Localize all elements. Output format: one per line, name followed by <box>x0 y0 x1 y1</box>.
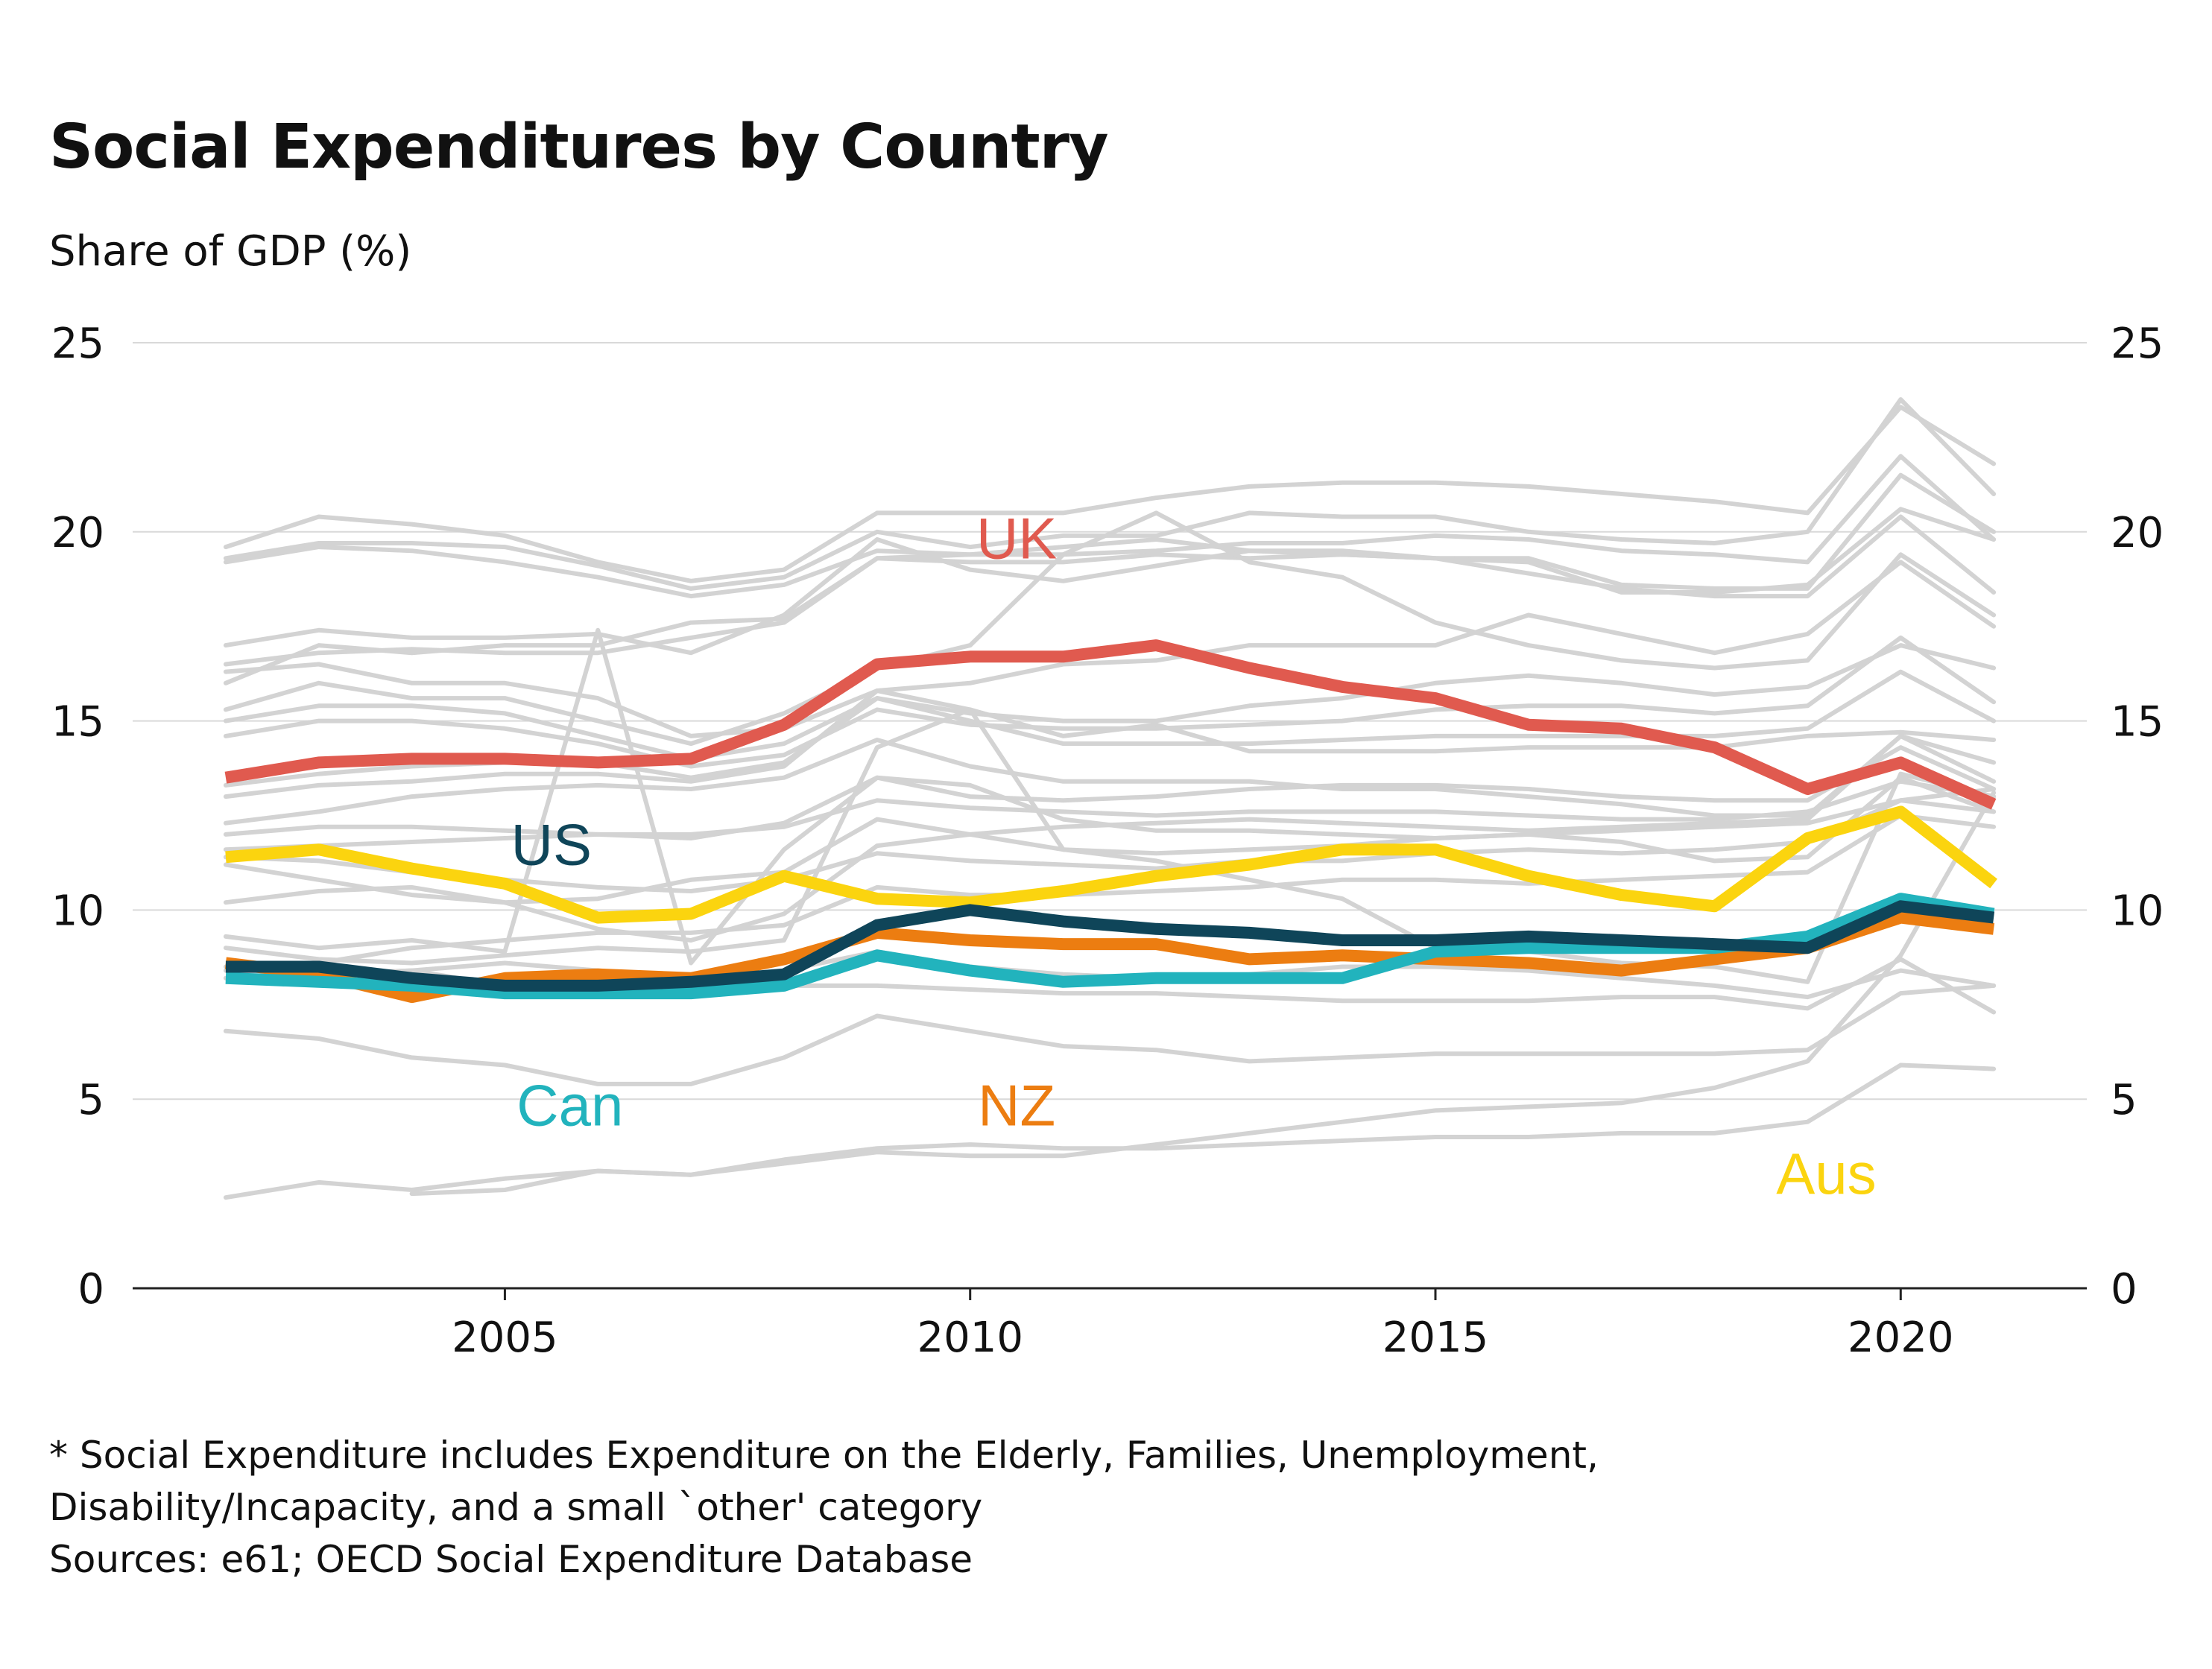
series-label-aus: Aus <box>1776 1141 1876 1206</box>
y-tick-label-right: 5 <box>2111 1076 2137 1124</box>
y-tick-label-left: 25 <box>51 320 104 368</box>
other-country-line <box>223 454 1997 599</box>
other-country-lines <box>223 397 1997 1200</box>
other-country-line <box>223 983 1997 1086</box>
other-country-line <box>223 560 1997 738</box>
series-labels: UK US Can NZ Aus <box>511 505 1877 1206</box>
other-country-line <box>223 813 1997 969</box>
other-country-line <box>223 514 1997 685</box>
series-line-uk <box>224 639 1997 810</box>
y-tick-label-right: 10 <box>2111 887 2164 935</box>
x-tick-label: 2020 <box>1848 1314 1954 1362</box>
y-tick-label-left: 0 <box>78 1265 104 1314</box>
series-label-nz: NZ <box>978 1073 1055 1138</box>
other-country-line <box>223 733 1997 826</box>
other-country-line <box>223 745 1997 840</box>
footnote-line: Disability/Incapacity, and a small `othe… <box>49 1486 983 1529</box>
series-label-us: US <box>511 811 592 877</box>
y-tick-label-right: 15 <box>2111 698 2164 747</box>
other-country-line <box>223 643 1997 761</box>
y-tick-label-right: 25 <box>2111 320 2164 368</box>
footnote: * Social Expenditure includes Expenditur… <box>49 1429 1599 1586</box>
series-line-aus <box>225 805 1997 924</box>
x-tick-label: 2010 <box>917 1314 1023 1362</box>
chart-subtitle: Share of GDP (%) <box>49 227 412 276</box>
series-label-can: Can <box>516 1073 623 1138</box>
other-country-line <box>223 798 1997 893</box>
other-country-line <box>223 405 1997 583</box>
other-country-line <box>223 510 1997 747</box>
footnote-line: * Social Expenditure includes Expenditur… <box>49 1434 1599 1477</box>
series-label-uk: UK <box>976 505 1057 571</box>
other-country-line <box>223 627 1997 966</box>
other-country-line <box>223 472 1997 656</box>
y-tick-label-left: 20 <box>51 509 104 557</box>
chart-title: Social Expenditures by Country <box>49 112 1109 183</box>
y-tick-label-left: 10 <box>51 887 104 935</box>
x-tick-label: 2015 <box>1382 1314 1489 1362</box>
y-tick-label-right: 20 <box>2111 509 2164 557</box>
series-line-nz <box>224 911 1995 1004</box>
x-tick-label: 2005 <box>452 1314 558 1362</box>
y-tick-label-left: 15 <box>51 698 104 747</box>
y-tick-label-right: 0 <box>2111 1265 2137 1314</box>
other-country-line <box>223 1062 1997 1200</box>
y-tick-label-left: 5 <box>78 1076 104 1124</box>
footnote-line: Sources: e61; OECD Social Expenditure Da… <box>49 1538 973 1581</box>
highlighted-country-lines <box>224 639 1997 1004</box>
series-line-us <box>225 900 1995 992</box>
other-country-line <box>223 779 1997 852</box>
other-country-line <box>223 507 1997 667</box>
